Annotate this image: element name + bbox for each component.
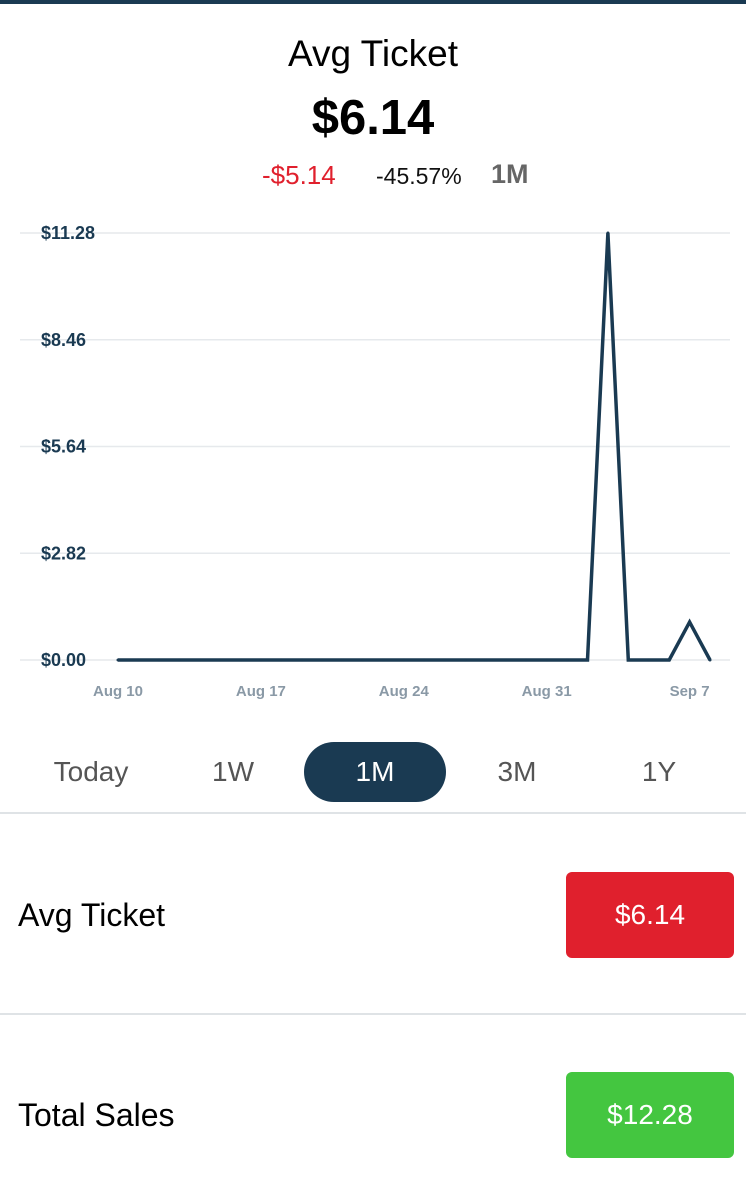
data-point <box>402 658 406 662</box>
y-tick-label: $8.46 <box>41 330 86 350</box>
change-amount: -$5.14 <box>262 160 336 190</box>
headline-value: $6.14 <box>311 91 435 145</box>
data-point <box>606 231 610 235</box>
data-point <box>198 658 202 662</box>
change-percent: -45.57% <box>376 163 462 189</box>
metric-label-total-sales: Total Sales <box>18 1097 175 1133</box>
x-tick-label: Sep 7 <box>670 683 710 700</box>
change-period: 1M <box>491 159 529 189</box>
data-point <box>626 658 630 662</box>
top-border <box>0 0 746 4</box>
divider <box>0 1013 746 1015</box>
y-tick-label: $0.00 <box>41 650 86 670</box>
data-point <box>300 658 304 662</box>
metric-label-avg-ticket: Avg Ticket <box>18 897 166 933</box>
x-tick-label: Aug 31 <box>522 683 572 700</box>
line-chart[interactable]: $11.28 $8.46 $5.64 $2.82 $0.00 Aug 10 Aug 17 A… <box>0 210 746 710</box>
data-point <box>504 658 508 662</box>
x-tick-label: Aug 24 <box>379 683 430 700</box>
y-tick-label: $5.64 <box>41 437 86 457</box>
data-point <box>524 658 528 662</box>
data-point <box>586 658 590 662</box>
change-summary: -$5.14 -45.57% 1M <box>0 155 746 195</box>
chart-canvas: $11.28 $8.46 $5.64 $2.82 $0.00 Aug 10 Aug 17 A… <box>20 223 730 700</box>
data-point <box>422 658 426 662</box>
range-tab-1w-label: 1W <box>212 756 254 787</box>
metric-value-avg-ticket[interactable]: $6.14 <box>566 872 734 958</box>
data-point <box>647 658 651 662</box>
page-title: Avg Ticket <box>287 33 458 74</box>
divider <box>0 812 746 814</box>
series-line <box>118 232 712 662</box>
range-tab-3m-label: 3M <box>497 756 537 787</box>
range-tab-1y-label: 1Y <box>641 756 677 787</box>
data-point <box>320 658 324 662</box>
data-point <box>667 658 671 662</box>
data-point <box>341 658 345 662</box>
range-tab-1m-label: 1M <box>355 756 395 787</box>
y-tick-label: $2.82 <box>41 543 86 563</box>
range-tab-1w[interactable]: 1W <box>162 742 304 802</box>
data-point <box>708 658 712 662</box>
x-tick-label: Aug 10 <box>93 683 143 700</box>
data-point <box>463 658 467 662</box>
metric-value-total-sales[interactable]: $12.28 <box>566 1072 734 1158</box>
data-point <box>157 658 161 662</box>
data-point <box>136 658 140 662</box>
data-point <box>177 658 181 662</box>
range-tab-3m[interactable]: 3M <box>446 742 588 802</box>
range-tab-1m[interactable]: 1M <box>304 742 446 802</box>
data-point <box>443 658 447 662</box>
data-point <box>483 658 487 662</box>
range-tab-today-label: Today <box>53 756 129 787</box>
data-point <box>361 658 365 662</box>
data-point <box>565 658 569 662</box>
data-point <box>279 658 283 662</box>
y-tick-label: $11.28 <box>41 223 95 243</box>
range-tab-today[interactable]: Today <box>20 742 162 802</box>
range-tab-1y[interactable]: 1Y <box>588 742 730 802</box>
time-range-selector: Today 1W 1M 3M 1Y <box>0 742 746 804</box>
data-point <box>238 658 242 662</box>
data-point <box>116 658 120 662</box>
data-point <box>688 620 692 624</box>
data-point <box>381 658 385 662</box>
data-point <box>545 658 549 662</box>
data-point <box>218 658 222 662</box>
data-point <box>259 658 263 662</box>
x-tick-label: Aug 17 <box>236 683 286 700</box>
